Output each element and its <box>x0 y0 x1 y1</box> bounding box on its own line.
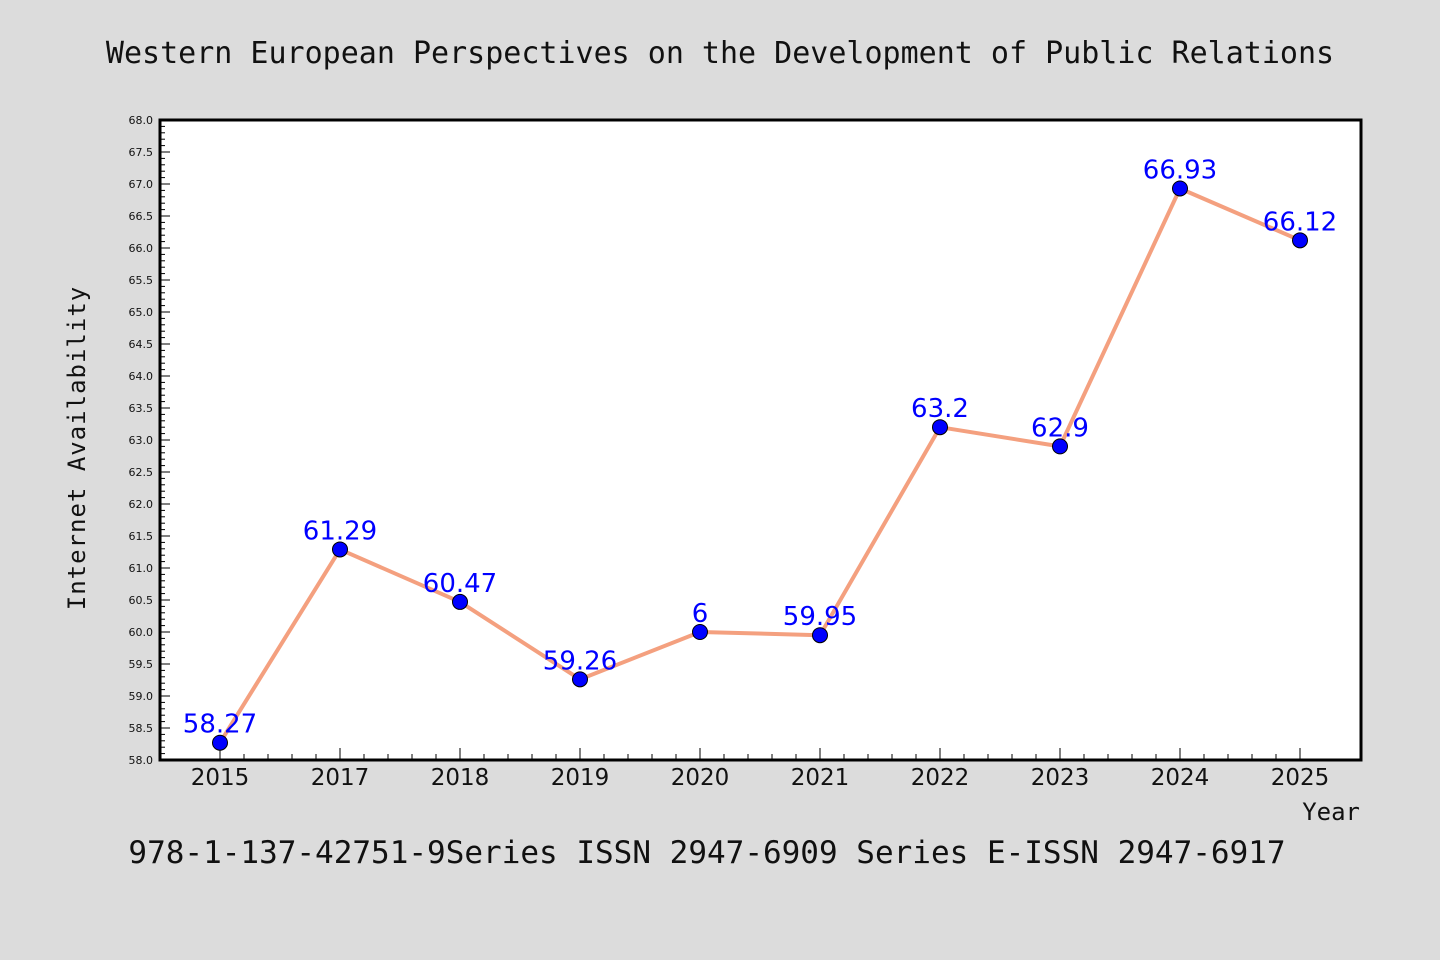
data-point <box>572 671 588 688</box>
y-tick-label: 58.5 <box>129 722 154 735</box>
data-label: 66.93 <box>1143 155 1217 185</box>
y-tick-label: 65.5 <box>129 274 154 287</box>
plot-frame <box>158 118 1363 762</box>
x-axis-tick-labels: 2015 2017 2018 2019 2020 2021 2022 2023 2024 2025 <box>191 765 1330 791</box>
data-label: 6 <box>692 599 709 629</box>
data-point <box>692 624 708 640</box>
x-tick-label: 2021 <box>791 765 850 791</box>
data-label: 63.2 <box>911 394 969 424</box>
x-axis-label: Year <box>1302 798 1360 826</box>
y-tick-label: 61.0 <box>129 562 154 575</box>
y-axis-tick-labels: 58.0 58.5 59.0 59.5 60.0 60.5 61.0 61.5 62.0 62.5… <box>129 114 154 767</box>
x-tick-label: 2023 <box>1031 765 1090 791</box>
y-tick-label: 64.0 <box>129 370 154 383</box>
x-tick-label: 2015 <box>191 765 250 791</box>
y-tick-label: 63.0 <box>129 434 154 447</box>
y-tick-label: 59.0 <box>129 690 154 703</box>
x-tick-label: 2017 <box>311 765 370 791</box>
x-tick-label: 2024 <box>1151 765 1210 791</box>
y-tick-label: 67.5 <box>129 146 154 159</box>
footer-text: 978-1-137-42751-9Series ISSN 2947-6909 S… <box>128 835 1285 871</box>
data-point <box>332 541 348 558</box>
y-tick-label: 66.0 <box>129 242 154 255</box>
data-markers <box>212 180 1308 751</box>
data-point <box>1172 180 1188 197</box>
data-point <box>1292 232 1308 249</box>
plot-area <box>160 120 1361 760</box>
data-label: 61.29 <box>303 516 377 546</box>
data-point <box>812 627 828 644</box>
data-label: 62.9 <box>1031 413 1089 443</box>
x-tick-label: 2022 <box>911 765 970 791</box>
y-tick-label: 62.0 <box>129 498 154 511</box>
series-line <box>218 186 1301 744</box>
chart-title: Western European Perspectives on the Dev… <box>106 36 1334 71</box>
y-tick-label: 62.5 <box>129 466 154 479</box>
data-point <box>1052 438 1068 455</box>
y-tick-label: 64.5 <box>129 338 154 351</box>
y-tick-label: 67.0 <box>129 178 154 191</box>
y-tick-label: 60.0 <box>129 626 154 639</box>
y-tick-label: 65.0 <box>129 306 154 319</box>
x-tick-label: 2018 <box>431 765 490 791</box>
y-tick-label: 59.5 <box>129 658 154 671</box>
y-tick-label: 61.5 <box>129 530 154 543</box>
x-tick-label: 2019 <box>551 765 610 791</box>
y-axis-label: Internet Availability <box>63 286 91 610</box>
data-label: 58.27 <box>183 710 257 740</box>
data-label: 59.95 <box>783 602 857 632</box>
data-point <box>212 734 228 751</box>
x-tick-label: 2025 <box>1271 765 1330 791</box>
y-tick-label: 58.0 <box>129 754 154 767</box>
y-tick-label: 68.0 <box>129 114 154 127</box>
x-tick-label: 2020 <box>671 765 730 791</box>
data-point <box>452 593 468 610</box>
y-tick-label: 63.5 <box>129 402 154 415</box>
data-labels: 58.27 61.29 60.47 59.26 6 59.95 63.2 62.9 66.93 6… <box>183 155 1337 739</box>
data-label: 66.12 <box>1263 207 1337 237</box>
data-label: 60.47 <box>423 569 497 599</box>
y-tick-label: 66.5 <box>129 210 154 223</box>
y-tick-label: 60.5 <box>129 594 154 607</box>
data-point <box>932 419 948 436</box>
data-label: 59.26 <box>543 646 617 676</box>
